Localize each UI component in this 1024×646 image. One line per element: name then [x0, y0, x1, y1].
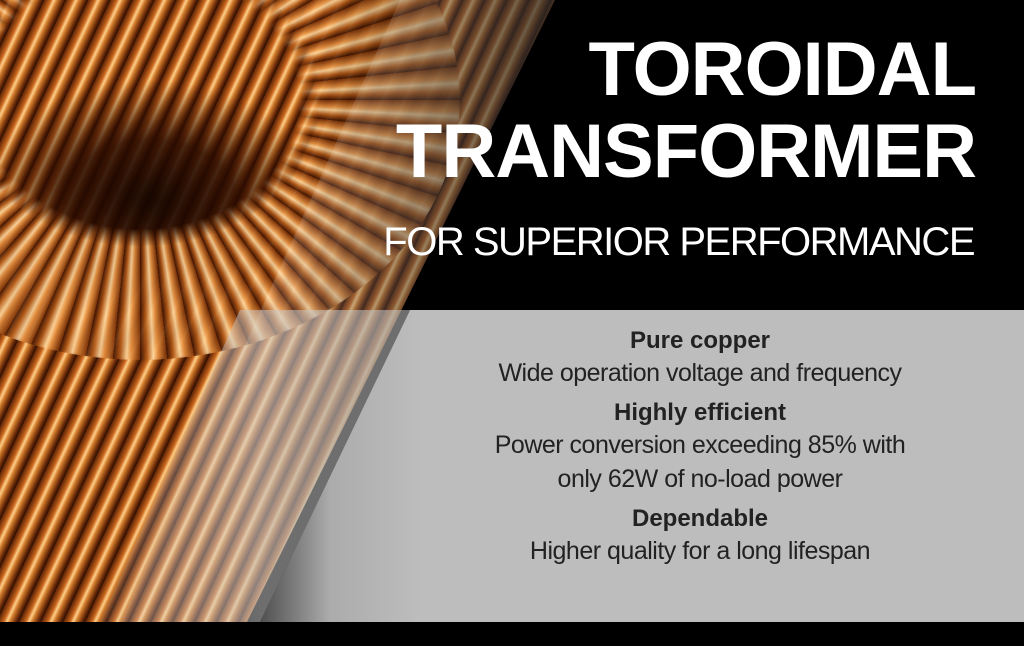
feature-item: Highly efficient Power conversion exceed…: [400, 398, 1000, 496]
headline-subtitle: FOR SUPERIOR PERFORMANCE: [383, 220, 975, 264]
feature-description: only 62W of no-load power: [557, 465, 843, 493]
feature-list: Pure copper Wide operation voltage and f…: [400, 320, 1000, 568]
headline-line1: TOROIDAL: [588, 27, 977, 112]
feature-title: Pure copper: [629, 327, 771, 354]
feature-description: Power conversion exceeding 85% with: [494, 431, 906, 459]
feature-description: Wide operation voltage and frequency: [498, 359, 902, 387]
feature-item: Dependable Higher quality for a long lif…: [400, 504, 1000, 568]
feature-title: Highly efficient: [613, 399, 787, 426]
feature-panel: [260, 310, 1024, 622]
feature-description: Higher quality for a long lifespan: [529, 537, 871, 565]
feature-title: Dependable: [631, 505, 769, 532]
bottom-bar: [0, 622, 1024, 646]
feature-item: Pure copper Wide operation voltage and f…: [400, 326, 1000, 390]
headline-line2: TRANSFORMER: [395, 109, 977, 194]
